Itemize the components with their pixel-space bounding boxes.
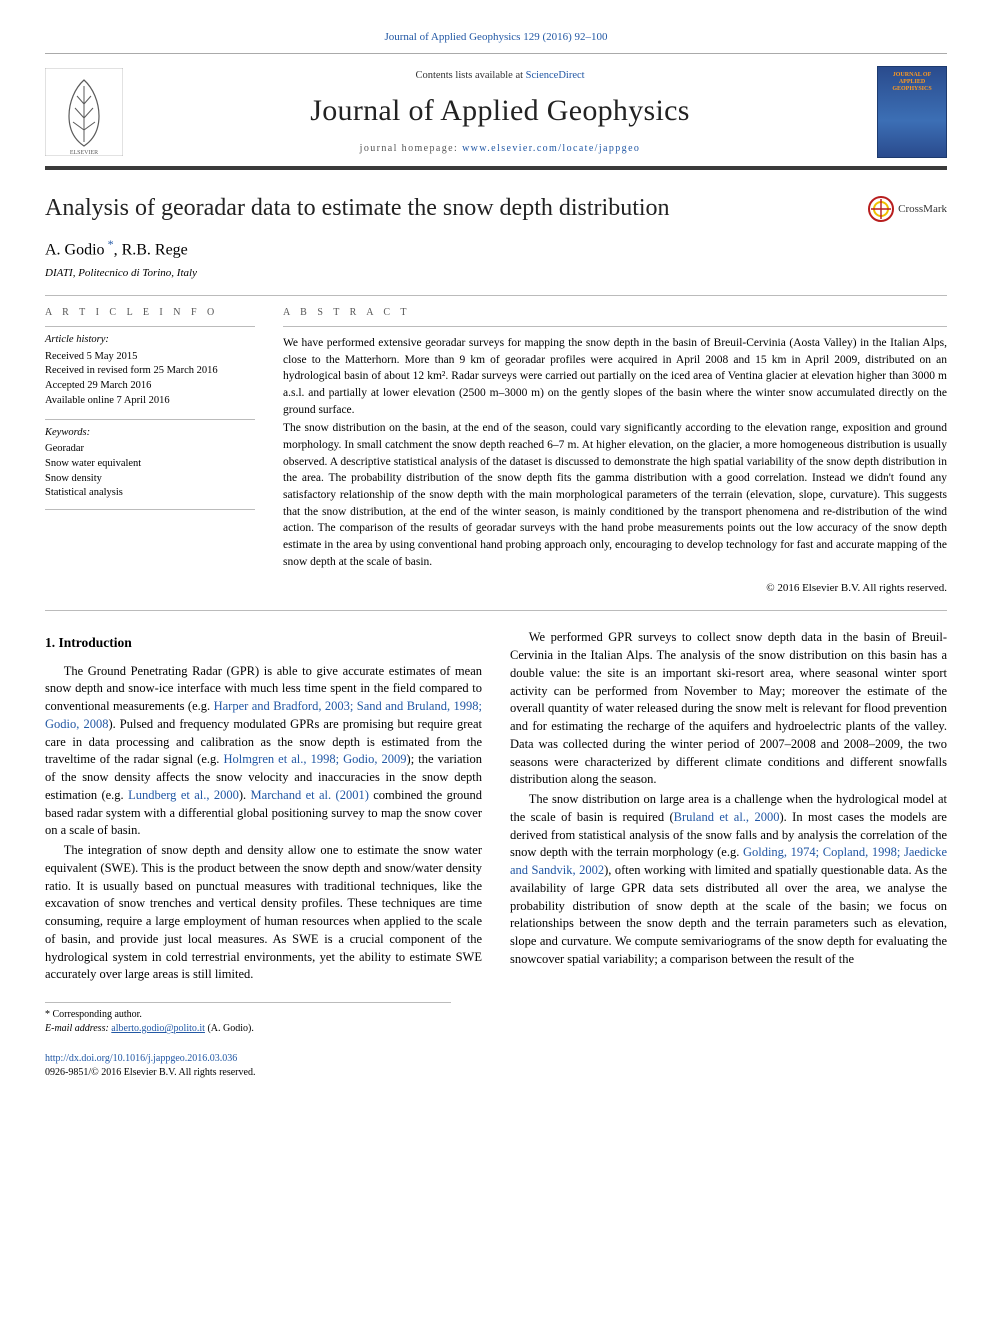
svg-text:ELSEVIER: ELSEVIER bbox=[70, 150, 98, 156]
keyword-item: Statistical analysis bbox=[45, 486, 255, 501]
footnotes: * Corresponding author. E-mail address: … bbox=[45, 1002, 451, 1036]
keyword-item: Snow water equivalent bbox=[45, 457, 255, 472]
article-history: Article history: Received 5 May 2015 Rec… bbox=[45, 326, 255, 408]
keyword-item: Snow density bbox=[45, 472, 255, 487]
keyword-item: Georadar bbox=[45, 442, 255, 457]
sciencedirect-link[interactable]: ScienceDirect bbox=[526, 70, 585, 81]
abstract-heading: A B S T R A C T bbox=[283, 306, 947, 320]
journal-cover-thumbnail: JOURNAL OF APPLIED GEOPHYSICS bbox=[877, 66, 947, 158]
article-info-heading: A R T I C L E I N F O bbox=[45, 306, 255, 320]
citation-link[interactable]: Bruland et al., 2000 bbox=[674, 810, 780, 824]
author-separator: , bbox=[114, 241, 122, 258]
section-divider bbox=[45, 610, 947, 611]
journal-reference: Journal of Applied Geophysics 129 (2016)… bbox=[45, 30, 947, 45]
citation-link[interactable]: Lundberg et al., 2000 bbox=[128, 788, 239, 802]
contents-prefix: Contents lists available at bbox=[415, 70, 525, 81]
history-label: Article history: bbox=[45, 333, 255, 348]
abstract-body: We have performed extensive georadar sur… bbox=[283, 326, 947, 596]
body-paragraph: The snow distribution on large area is a… bbox=[510, 791, 947, 969]
doi-link[interactable]: http://dx.doi.org/10.1016/j.jappgeo.2016… bbox=[45, 1053, 237, 1064]
history-revised: Received in revised form 25 March 2016 bbox=[45, 364, 255, 379]
keywords-label: Keywords: bbox=[45, 426, 255, 441]
body-text: 1. Introduction The Ground Penetrating R… bbox=[45, 629, 947, 984]
contents-available-line: Contents lists available at ScienceDirec… bbox=[135, 69, 865, 84]
affiliation: DIATI, Politecnico di Torino, Italy bbox=[45, 266, 947, 281]
abstract-paragraph-1: We have performed extensive georadar sur… bbox=[283, 335, 947, 418]
citation-link[interactable]: Holmgren et al., 1998; Godio, 2009 bbox=[223, 752, 406, 766]
author-list: A. Godio *, R.B. Rege bbox=[45, 236, 947, 262]
article-title: Analysis of georadar data to estimate th… bbox=[45, 192, 858, 226]
body-paragraph: The integration of snow depth and densit… bbox=[45, 842, 482, 984]
history-online: Available online 7 April 2016 bbox=[45, 394, 255, 409]
citation-link[interactable]: Marchand et al. (2001) bbox=[251, 788, 369, 802]
author-email-link[interactable]: alberto.godio@polito.it bbox=[111, 1023, 205, 1034]
masthead: ELSEVIER Contents lists available at Sci… bbox=[45, 53, 947, 170]
crossmark-icon bbox=[868, 196, 894, 222]
article-info-column: A R T I C L E I N F O Article history: R… bbox=[45, 306, 255, 596]
corresponding-author-note: * Corresponding author. bbox=[45, 1008, 451, 1022]
crossmark-badge[interactable]: CrossMark bbox=[868, 196, 947, 222]
keywords-block: Keywords: Georadar Snow water equivalent… bbox=[45, 419, 255, 510]
history-accepted: Accepted 29 March 2016 bbox=[45, 379, 255, 394]
abstract-paragraph-2: The snow distribution on the basin, at t… bbox=[283, 420, 947, 570]
history-received: Received 5 May 2015 bbox=[45, 350, 255, 365]
body-paragraph: The Ground Penetrating Radar (GPR) is ab… bbox=[45, 663, 482, 841]
divider bbox=[45, 295, 947, 296]
crossmark-label: CrossMark bbox=[898, 202, 947, 217]
abstract-copyright: © 2016 Elsevier B.V. All rights reserved… bbox=[283, 581, 947, 597]
issn-copyright-line: 0926-9851/© 2016 Elsevier B.V. All right… bbox=[45, 1066, 947, 1080]
cover-title-text: JOURNAL OF APPLIED GEOPHYSICS bbox=[882, 72, 942, 92]
journal-homepage-line: journal homepage: www.elsevier.com/locat… bbox=[135, 142, 865, 156]
journal-homepage-link[interactable]: www.elsevier.com/locate/jappgeo bbox=[462, 143, 640, 154]
email-line: E-mail address: alberto.godio@polito.it … bbox=[45, 1022, 451, 1036]
homepage-prefix: journal homepage: bbox=[360, 143, 462, 154]
corresponding-star: * bbox=[105, 237, 114, 251]
abstract-column: A B S T R A C T We have performed extens… bbox=[283, 306, 947, 596]
body-paragraph: We performed GPR surveys to collect snow… bbox=[510, 629, 947, 789]
section-1-heading: 1. Introduction bbox=[45, 633, 482, 652]
author-1: A. Godio bbox=[45, 241, 105, 258]
journal-name: Journal of Applied Geophysics bbox=[135, 90, 865, 132]
author-2: R.B. Rege bbox=[122, 241, 188, 258]
elsevier-tree-logo: ELSEVIER bbox=[45, 68, 123, 156]
doi-block: http://dx.doi.org/10.1016/j.jappgeo.2016… bbox=[45, 1052, 947, 1080]
